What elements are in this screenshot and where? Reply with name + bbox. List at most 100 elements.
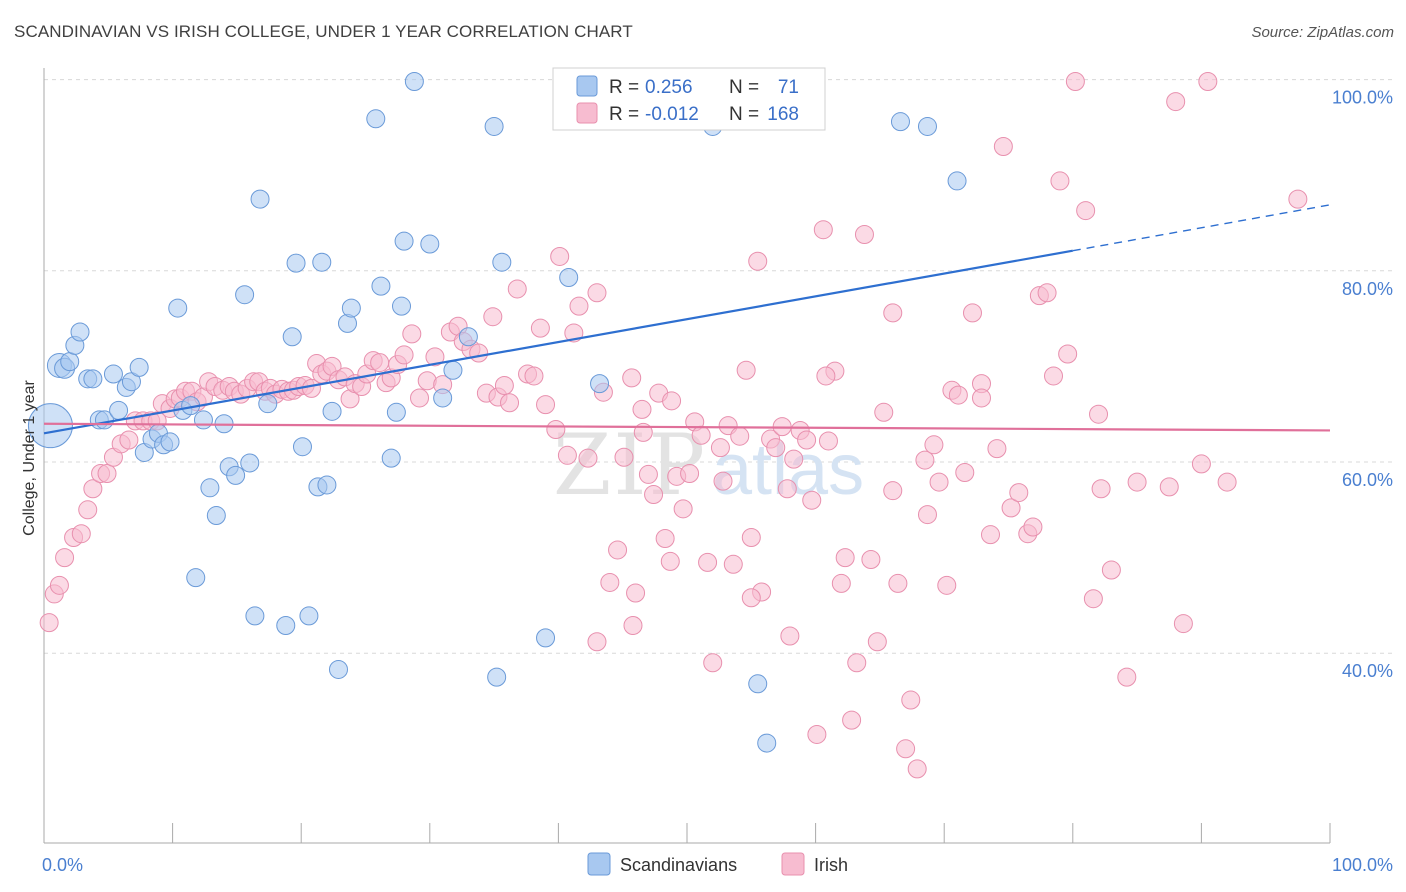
tick-labels: 40.0% 60.0% 80.0% 100.0% 0.0% 100.0% [42, 88, 1393, 875]
scandinavian-point [282, 327, 302, 347]
irish-point [924, 435, 944, 455]
y-tick-label: 40.0% [1342, 661, 1393, 681]
irish-point [955, 463, 975, 483]
irish-point [587, 283, 607, 303]
scandinavian-point [757, 733, 777, 753]
series-legend-label-irish: Irish [814, 855, 848, 875]
irish-point [813, 220, 833, 240]
irish-point [578, 448, 598, 468]
scandinavian-points [27, 72, 967, 753]
watermark-zip: ZIP [553, 416, 707, 514]
scandinavian-point [492, 252, 512, 272]
irish-point [662, 391, 682, 411]
series-legend-swatch-irish [781, 852, 805, 876]
scandinavian-trend-extension [1072, 204, 1331, 252]
scandinavian-point [947, 171, 967, 191]
irish-point [816, 366, 836, 386]
irish-point [623, 615, 643, 635]
scandinavian-point [103, 364, 123, 384]
irish-point [842, 710, 862, 730]
irish-point [1076, 201, 1096, 221]
irish-point [1009, 483, 1029, 503]
irish-point [55, 548, 75, 568]
irish-point [626, 583, 646, 603]
irish-point [614, 447, 634, 467]
scandinavian-point [193, 410, 213, 430]
irish-point [507, 279, 527, 299]
irish-point [600, 572, 620, 592]
scandinavian-point [258, 394, 278, 414]
irish-point [536, 395, 556, 415]
scandinavian-point [484, 116, 504, 136]
irish-point [723, 554, 743, 574]
irish-point [784, 449, 804, 469]
chart-source: Source: ZipAtlas.com [1251, 24, 1394, 41]
legend-box [552, 67, 826, 131]
legend-r-label-2: R = [609, 104, 639, 125]
irish-point [703, 653, 723, 673]
scandinavian-point [433, 388, 453, 408]
irish-point [691, 425, 711, 445]
irish-point [1091, 479, 1111, 499]
x-tick-label: 0.0% [42, 855, 83, 875]
scandinavian-point [286, 253, 306, 273]
scandinavian-point [317, 475, 337, 495]
irish-point [673, 499, 693, 519]
irish-point [883, 303, 903, 323]
irish-point [835, 548, 855, 568]
irish-point [802, 490, 822, 510]
scandinavian-point [186, 568, 206, 588]
irish-point [1089, 404, 1109, 424]
irish-point [901, 690, 921, 710]
scandinavian-point [394, 231, 414, 251]
scandinavian-point [381, 448, 401, 468]
irish-point [698, 552, 718, 572]
irish-point [710, 438, 730, 458]
scandinavian-point [206, 506, 226, 526]
irish-point [987, 439, 1007, 459]
series-legend-label-scandinavians: Scandinavians [620, 855, 737, 875]
trend-lines [43, 204, 1331, 435]
irish-point [39, 613, 59, 633]
scandinavian-point [328, 659, 348, 679]
scandinavian-point [83, 369, 103, 389]
irish-point [622, 368, 642, 388]
irish-point [557, 445, 577, 465]
irish-point [1044, 366, 1064, 386]
scandinavian-point [536, 628, 556, 648]
scandinavian-point [226, 465, 246, 485]
irish-point [807, 724, 827, 744]
irish-point [1065, 72, 1085, 92]
irish-point [780, 626, 800, 646]
scandinavian-point [590, 374, 610, 394]
irish-point [644, 485, 664, 505]
scandinavian-point [109, 400, 129, 420]
scandinavian-trend-line [43, 249, 1073, 435]
irish-point [608, 540, 628, 560]
irish-point [680, 463, 700, 483]
chart-title: SCANDINAVIAN VS IRISH COLLEGE, UNDER 1 Y… [14, 22, 633, 41]
irish-point [971, 388, 991, 408]
irish-point [425, 347, 445, 367]
irish-point [1173, 614, 1193, 634]
irish-point [962, 303, 982, 323]
irish-point [741, 528, 761, 548]
irish-point [948, 385, 968, 405]
irish-point [874, 402, 894, 422]
irish-point [847, 653, 867, 673]
irish-point [632, 399, 652, 419]
irish-point [49, 575, 69, 595]
irish-point [550, 246, 570, 266]
scandinavian-point [245, 606, 265, 626]
irish-point [713, 471, 733, 491]
irish-point [1191, 454, 1211, 474]
irish-point [83, 479, 103, 499]
irish-point [119, 430, 139, 450]
irish-point [1166, 92, 1186, 112]
irish-point [1217, 472, 1237, 492]
irish-point [71, 524, 91, 544]
irish-point [530, 318, 550, 338]
irish-point [766, 438, 786, 458]
scandinavian-point [312, 252, 332, 272]
scandinavian-point [404, 72, 424, 92]
